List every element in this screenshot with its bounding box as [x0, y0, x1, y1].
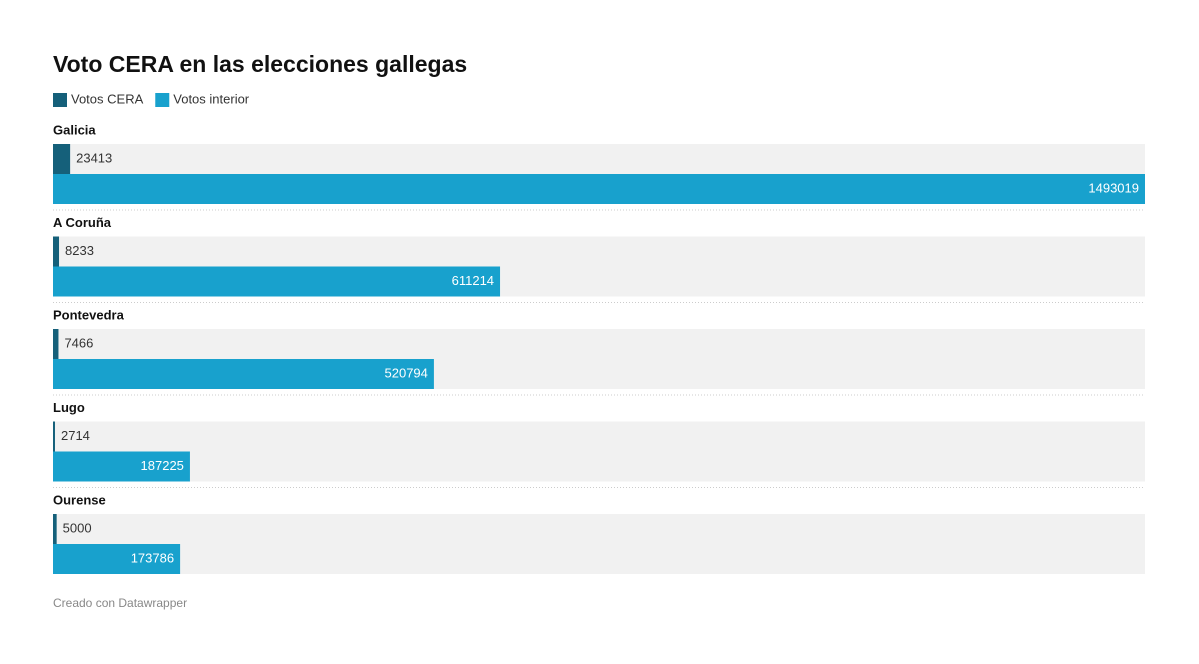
bar-background — [53, 421, 1145, 482]
value-label: 7466 — [64, 335, 93, 350]
value-label: 611214 — [452, 273, 494, 288]
bar — [53, 359, 434, 389]
category-label: Pontevedra — [53, 307, 125, 322]
legend-label: Votos interior — [173, 91, 250, 106]
value-label: 2714 — [61, 428, 90, 443]
value-label: 1493019 — [1088, 180, 1139, 195]
category-label: Galicia — [53, 122, 96, 137]
legend-swatch — [155, 93, 170, 107]
category-label: Ourense — [53, 492, 106, 507]
bar — [53, 514, 57, 544]
value-label: 173786 — [131, 550, 174, 565]
bar — [53, 544, 181, 574]
bar — [53, 329, 59, 359]
bar — [53, 421, 55, 452]
bar-background — [53, 514, 1145, 574]
value-label: 23413 — [76, 150, 112, 165]
category-label: A Coruña — [53, 215, 112, 230]
bar — [53, 266, 501, 297]
value-label: 520794 — [385, 365, 428, 380]
category-label: Lugo — [53, 400, 85, 415]
bar — [53, 174, 1145, 204]
legend-label: Votos CERA — [71, 91, 144, 106]
bar — [53, 236, 60, 267]
value-label: 5000 — [63, 520, 92, 535]
legend-swatch — [53, 93, 67, 107]
value-label: 187225 — [141, 458, 184, 473]
bar — [53, 144, 71, 174]
credit: Creado con Datawrapper — [53, 596, 187, 610]
bar — [53, 451, 190, 482]
value-label: 8233 — [65, 243, 94, 258]
chart-title: Voto CERA en las elecciones gallegas — [53, 51, 467, 77]
